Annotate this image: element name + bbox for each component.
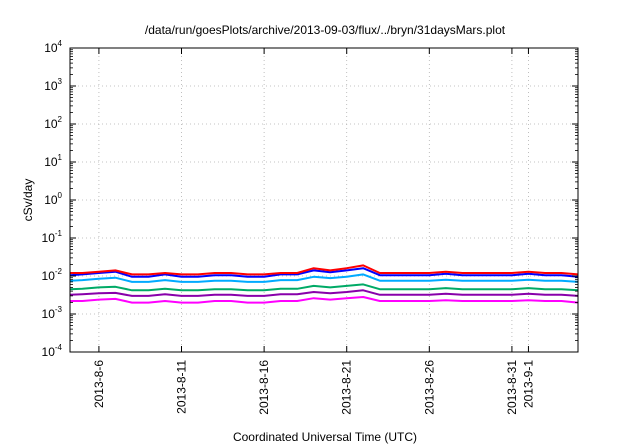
chart-title: /data/run/goesPlots/archive/2013-09-03/f… (145, 23, 506, 37)
x-tick-label: 2013-9-1 (521, 360, 535, 408)
y-axis-label: cSv/day (21, 179, 35, 222)
y-tick-label: 10-2 (42, 267, 63, 283)
series-line (69, 283, 579, 292)
x-tick-label: 2013-8-6 (92, 360, 106, 408)
x-tick-label: 2013-8-26 (422, 360, 436, 415)
ticks: 10-4 10-3 10-2 10-1 100 101 102 103 104 2013-8-6 2… (42, 39, 578, 415)
x-axis-label: Coordinated Universal Time (UTC) (233, 430, 417, 444)
series-layer (69, 264, 579, 304)
grid-lines (70, 48, 578, 352)
y-tick-label: 10-4 (42, 343, 63, 359)
y-tick-label: 102 (44, 115, 62, 131)
y-tick-label: 104 (44, 39, 62, 55)
y-tick-label: 103 (44, 77, 62, 93)
y-tick-label: 10-3 (42, 305, 63, 321)
x-tick-label: 2013-8-16 (257, 360, 271, 415)
series-line (69, 289, 579, 297)
x-tick-label: 2013-8-31 (505, 360, 519, 415)
series-line (69, 267, 579, 278)
x-tick-label: 2013-8-11 (175, 360, 189, 414)
y-tick-label: 100 (44, 191, 62, 207)
series-line (70, 264, 579, 276)
y-tick-label: 10-1 (42, 229, 63, 245)
y-tick-label: 101 (44, 153, 62, 169)
x-tick-label: 2013-8-21 (340, 360, 354, 415)
series-line (70, 296, 579, 304)
series-line (69, 273, 579, 283)
